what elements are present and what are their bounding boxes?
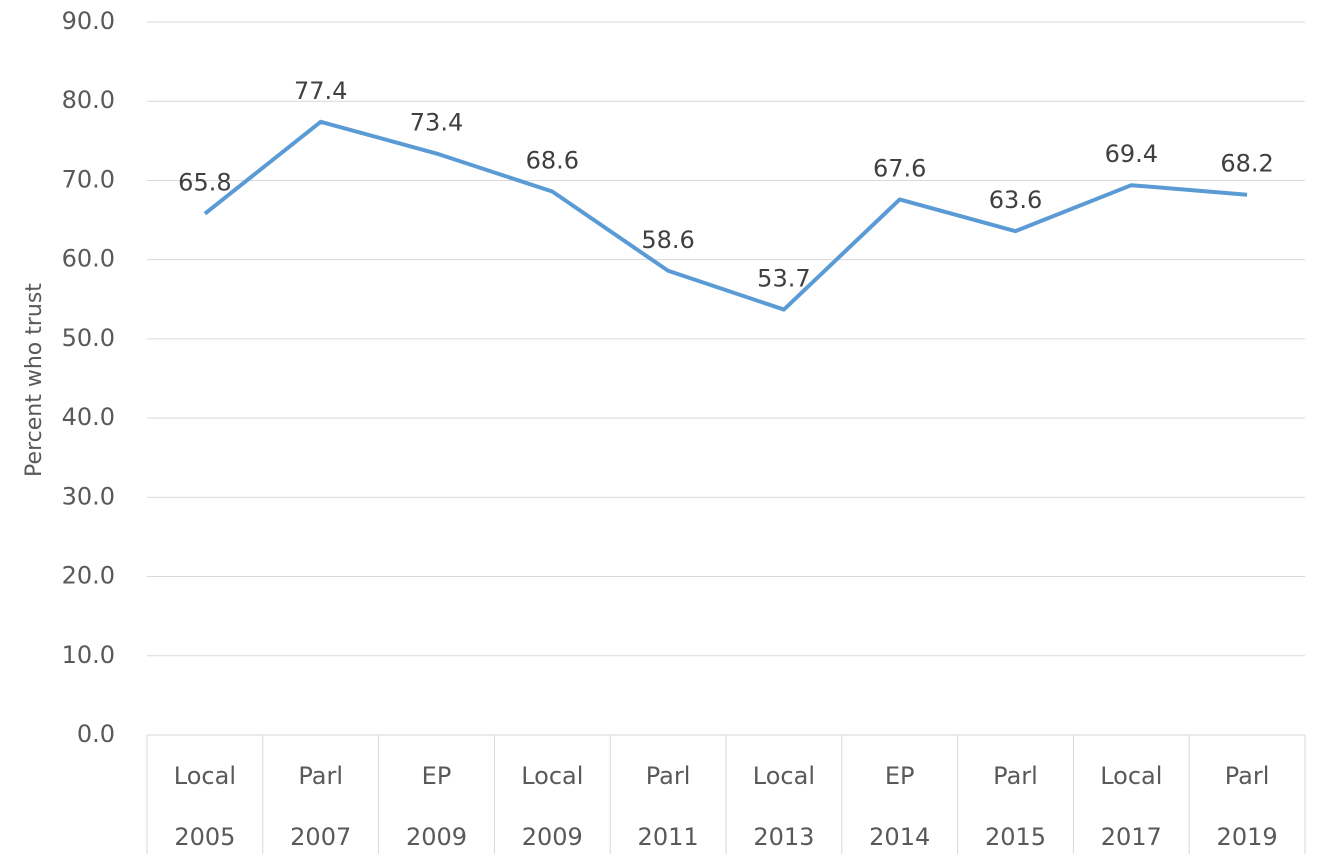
y-tick-label: 0.0: [77, 720, 115, 748]
x-tick-label: 2013: [753, 823, 814, 851]
x-tick-label: 2005: [174, 823, 235, 851]
data-label: 77.4: [294, 77, 347, 105]
x-tick-label: 2019: [1217, 823, 1278, 851]
x-tick-label: EP: [885, 762, 915, 790]
data-label: 58.6: [641, 226, 694, 254]
data-label: 65.8: [178, 169, 231, 197]
x-tick-label: Parl: [298, 762, 343, 790]
data-label: 69.4: [1105, 140, 1158, 168]
y-tick-label: 40.0: [62, 403, 115, 431]
y-tick-label: 30.0: [62, 482, 115, 510]
x-tick-label: 2014: [869, 823, 930, 851]
y-tick-label: 60.0: [62, 245, 115, 273]
x-tick-label: 2017: [1101, 823, 1162, 851]
x-tick-label: EP: [422, 762, 452, 790]
data-label: 73.4: [410, 109, 463, 137]
x-tick-label: Parl: [646, 762, 691, 790]
x-tick-label: Local: [521, 762, 583, 790]
y-axis-title: Percent who trust: [22, 283, 47, 477]
data-label: 67.6: [873, 154, 926, 182]
y-tick-label: 90.0: [62, 7, 115, 35]
y-tick-label: 70.0: [62, 165, 115, 193]
y-tick-label: 50.0: [62, 324, 115, 352]
x-tick-label: Local: [174, 762, 236, 790]
x-tick-label: 2011: [638, 823, 699, 851]
x-tick-label: Local: [1100, 762, 1162, 790]
line: [203, 119, 1248, 312]
y-tick-label: 20.0: [62, 562, 115, 590]
x-tick-label: Parl: [993, 762, 1038, 790]
x-tick-label: Parl: [1225, 762, 1270, 790]
data-label: 63.6: [989, 186, 1042, 214]
y-tick-label: 10.0: [62, 641, 115, 669]
x-tick-label: 2009: [406, 823, 467, 851]
data-label: 68.6: [526, 147, 579, 175]
y-tick-label: 80.0: [62, 86, 115, 114]
x-tick-label: Local: [753, 762, 815, 790]
x-tick-label: 2007: [290, 823, 351, 851]
data-label: 53.7: [757, 265, 810, 293]
x-tick-label: 2009: [522, 823, 583, 851]
data-label: 68.2: [1220, 150, 1273, 178]
x-tick-label: 2015: [985, 823, 1046, 851]
